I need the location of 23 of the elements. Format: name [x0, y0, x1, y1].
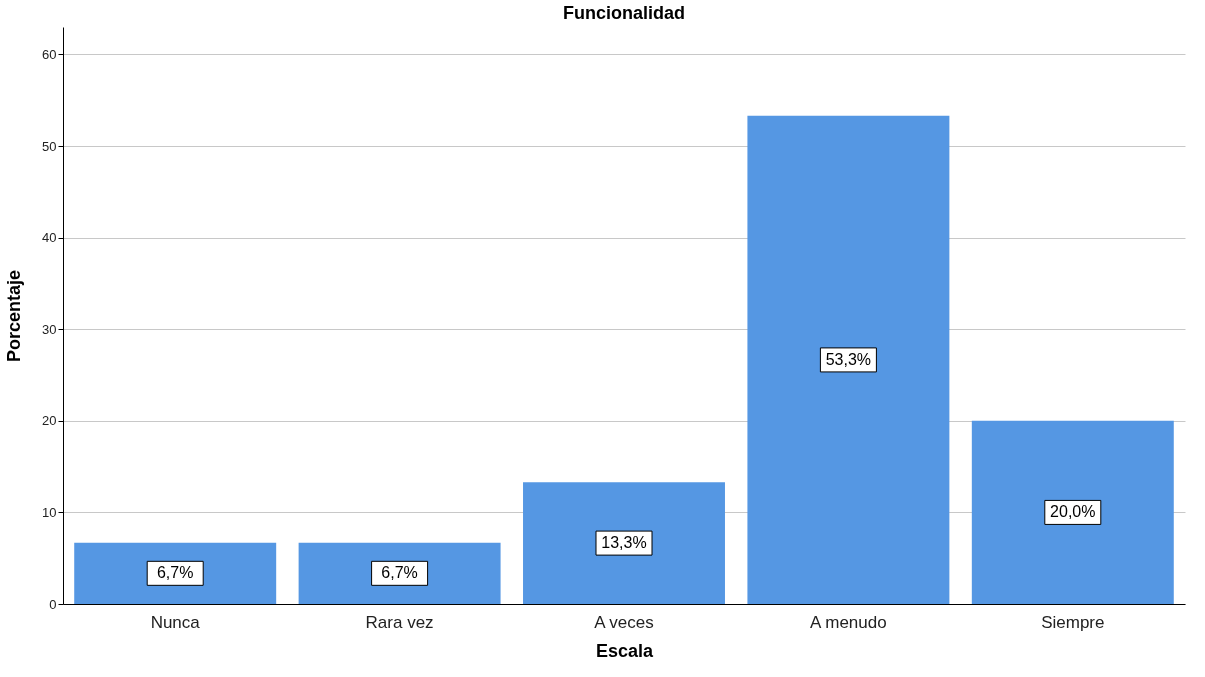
data-label: 13,3%	[601, 534, 647, 552]
y-tick-label: 40	[42, 230, 57, 246]
y-tick-label: 10	[42, 504, 57, 520]
x-tick-label: Rara vez	[365, 612, 434, 632]
y-tick-label: 30	[42, 321, 57, 337]
data-label: 53,3%	[825, 350, 872, 368]
data-label: 6,7%	[156, 564, 194, 582]
y-tick-label: 0	[49, 596, 57, 612]
y-axis-title: Porcentaje	[4, 269, 25, 363]
y-tick-label: 60	[42, 46, 57, 62]
data-label: 20,0%	[1050, 503, 1096, 521]
bar	[523, 482, 725, 604]
data-label: 6,7%	[381, 564, 418, 582]
x-tick-label: A menudo	[810, 612, 887, 632]
x-tick-label: A veces	[594, 612, 654, 632]
x-tick-label: Nunca	[150, 612, 201, 632]
x-tick-label: Siempre	[1041, 612, 1105, 632]
y-tick-label: 50	[42, 138, 57, 154]
bar	[971, 420, 1174, 604]
x-axis-title: Escala	[595, 640, 655, 661]
y-tick-label: 20	[42, 413, 57, 429]
bar	[747, 115, 950, 604]
chart-title: Funcionalidad	[562, 3, 686, 23]
